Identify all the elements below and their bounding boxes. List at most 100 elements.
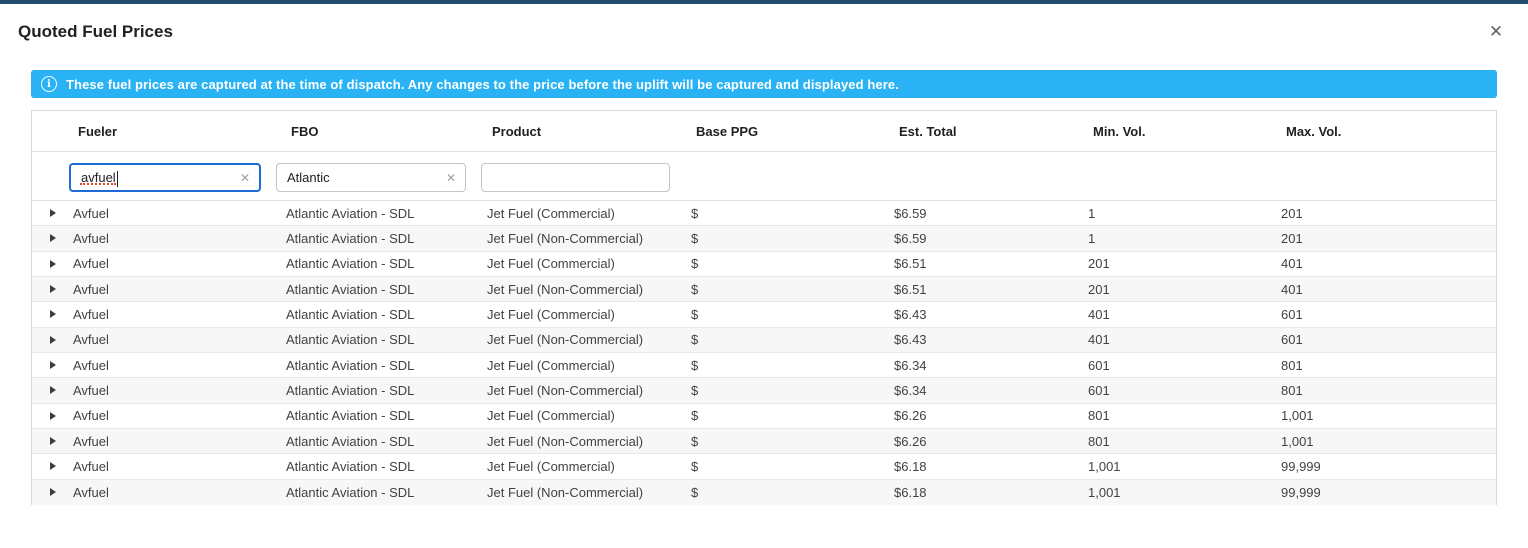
column-header-base-ppg[interactable]: Base PPG: [696, 123, 759, 139]
expand-arrow-icon: [49, 259, 56, 268]
cell-product: Jet Fuel (Commercial): [487, 408, 615, 424]
row-expander[interactable]: [32, 378, 73, 402]
cell-fueler: Avfuel: [73, 205, 109, 221]
clear-fbo-filter-icon[interactable]: ✕: [445, 170, 456, 185]
product-filter-input[interactable]: [482, 164, 669, 191]
spellcheck-underline: [80, 183, 116, 185]
page-title: Quoted Fuel Prices: [18, 22, 173, 41]
cell-est-total: $6.59: [894, 230, 927, 246]
column-header-max-vol[interactable]: Max. Vol.: [1286, 123, 1342, 139]
row-expander[interactable]: [32, 353, 73, 377]
cell-fbo: Atlantic Aviation - SDL: [286, 205, 415, 221]
table-row[interactable]: Avfuel Atlantic Aviation - SDL Jet Fuel (C…: [32, 252, 1496, 277]
fueler-filter-field: ✕: [69, 163, 261, 192]
filter-row: ✕ ✕: [32, 152, 1496, 201]
fueler-filter-input[interactable]: [71, 165, 259, 190]
cell-min-vol: 401: [1088, 332, 1110, 348]
window-top-accent-bar: [0, 0, 1528, 4]
fuel-prices-table: Fueler FBO Product Base PPG Est. Total M…: [31, 110, 1497, 505]
product-filter-field: [481, 163, 670, 192]
cell-fueler: Avfuel: [73, 382, 109, 398]
table-row[interactable]: Avfuel Atlantic Aviation - SDL Jet Fuel (C…: [32, 353, 1496, 379]
clear-fueler-filter-icon[interactable]: ✕: [239, 170, 250, 185]
cell-min-vol: 201: [1088, 281, 1110, 297]
cell-base-ppg: $: [691, 357, 699, 373]
cell-product: Jet Fuel (Commercial): [487, 306, 615, 322]
cell-product: Jet Fuel (Commercial): [487, 458, 615, 474]
table-row[interactable]: Avfuel Atlantic Aviation - SDL Jet Fuel (N…: [32, 327, 1496, 353]
table-row[interactable]: Avfuel Atlantic Aviation - SDL Jet Fuel (N…: [32, 378, 1496, 404]
row-expander[interactable]: [32, 404, 73, 428]
table-row[interactable]: Avfuel Atlantic Aviation - SDL Jet Fuel (N…: [32, 428, 1496, 455]
cell-min-vol: 1,001: [1088, 458, 1121, 474]
cell-est-total: $6.43: [894, 332, 927, 348]
info-icon: i: [41, 76, 57, 92]
column-header-fbo[interactable]: FBO: [291, 123, 319, 139]
table-body: Avfuel Atlantic Aviation - SDL Jet Fuel (C…: [32, 201, 1496, 505]
cell-min-vol: 601: [1088, 357, 1110, 373]
cell-min-vol: 201: [1088, 256, 1110, 272]
cell-max-vol: 601: [1281, 332, 1303, 348]
cell-fbo: Atlantic Aviation - SDL: [286, 306, 415, 322]
table-row[interactable]: Avfuel Atlantic Aviation - SDL Jet Fuel (C…: [32, 454, 1496, 480]
expand-arrow-icon: [49, 234, 56, 243]
table-row[interactable]: Avfuel Atlantic Aviation - SDL Jet Fuel (C…: [32, 404, 1496, 429]
cell-base-ppg: $: [691, 332, 699, 348]
row-expander[interactable]: [32, 454, 73, 478]
cell-fbo: Atlantic Aviation - SDL: [286, 281, 415, 297]
row-expander[interactable]: [32, 480, 73, 505]
cell-fbo: Atlantic Aviation - SDL: [286, 256, 415, 272]
cell-fueler: Avfuel: [73, 306, 109, 322]
cell-product: Jet Fuel (Non-Commercial): [487, 382, 644, 398]
row-expander[interactable]: [32, 429, 73, 453]
table-row[interactable]: Avfuel Atlantic Aviation - SDL Jet Fuel (N…: [32, 479, 1496, 505]
table-row[interactable]: Avfuel Atlantic Aviation - SDL Jet Fuel (N…: [32, 226, 1496, 252]
table-row[interactable]: Avfuel Atlantic Aviation - SDL Jet Fuel (C…: [32, 201, 1496, 227]
close-icon[interactable]: ✕: [1488, 22, 1504, 41]
fbo-filter-input[interactable]: [277, 164, 465, 191]
cell-fbo: Atlantic Aviation - SDL: [286, 433, 415, 449]
text-caret: [117, 171, 118, 187]
cell-fueler: Avfuel: [73, 281, 109, 297]
row-expander[interactable]: [32, 226, 73, 250]
cell-est-total: $6.26: [894, 408, 927, 424]
cell-fbo: Atlantic Aviation - SDL: [286, 357, 415, 373]
cell-fbo: Atlantic Aviation - SDL: [286, 382, 415, 398]
row-expander[interactable]: [32, 302, 73, 326]
cell-est-total: $6.18: [894, 484, 927, 500]
cell-fueler: Avfuel: [73, 256, 109, 272]
cell-est-total: $6.34: [894, 357, 927, 373]
cell-base-ppg: $: [691, 306, 699, 322]
column-header-product[interactable]: Product: [492, 123, 542, 139]
row-expander[interactable]: [32, 201, 73, 225]
cell-fbo: Atlantic Aviation - SDL: [286, 408, 415, 424]
row-expander[interactable]: [32, 328, 73, 352]
cell-base-ppg: $: [691, 230, 699, 246]
cell-fueler: Avfuel: [73, 332, 109, 348]
cell-min-vol: 1: [1088, 230, 1096, 246]
table-row[interactable]: Avfuel Atlantic Aviation - SDL Jet Fuel (C…: [32, 302, 1496, 328]
cell-max-vol: 1,001: [1281, 408, 1314, 424]
expand-arrow-icon: [49, 411, 56, 420]
column-header-est-total[interactable]: Est. Total: [899, 123, 957, 139]
cell-product: Jet Fuel (Non-Commercial): [487, 484, 644, 500]
cell-product: Jet Fuel (Non-Commercial): [487, 281, 644, 297]
cell-fueler: Avfuel: [73, 484, 109, 500]
expand-arrow-icon: [49, 488, 56, 497]
table-row[interactable]: Avfuel Atlantic Aviation - SDL Jet Fuel (N…: [32, 276, 1496, 303]
expand-arrow-icon: [49, 209, 56, 218]
cell-fueler: Avfuel: [73, 433, 109, 449]
column-header-min-vol[interactable]: Min. Vol.: [1093, 123, 1146, 139]
cell-min-vol: 801: [1088, 408, 1110, 424]
cell-product: Jet Fuel (Commercial): [487, 256, 615, 272]
column-header-fueler[interactable]: Fueler: [78, 123, 118, 139]
cell-base-ppg: $: [691, 256, 699, 272]
cell-base-ppg: $: [691, 408, 699, 424]
expand-arrow-icon: [49, 437, 56, 446]
cell-est-total: $6.34: [894, 382, 927, 398]
cell-min-vol: 601: [1088, 382, 1110, 398]
row-expander[interactable]: [32, 252, 73, 276]
expand-arrow-icon: [49, 361, 56, 370]
cell-max-vol: 201: [1281, 205, 1303, 221]
row-expander[interactable]: [32, 277, 73, 301]
